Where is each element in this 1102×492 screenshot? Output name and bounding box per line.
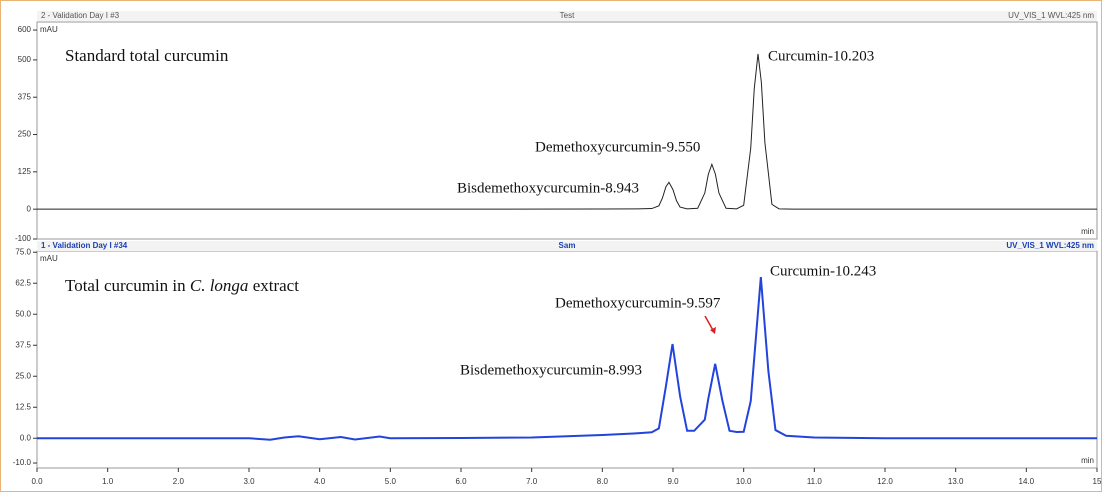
x-tick-label: 4.0 — [314, 477, 326, 486]
x-tick-label: 1.0 — [102, 477, 114, 486]
title-part: extract — [248, 276, 299, 295]
y-tick-label: 75.0 — [15, 247, 31, 256]
plot-area — [36, 250, 1098, 469]
x-tick-label: 12.0 — [877, 477, 893, 486]
header-right: UV_VIS_1 WVL:425 nm — [1006, 241, 1094, 250]
x-tick-label: 2.0 — [173, 477, 185, 486]
header-right: UV_VIS_1 WVL:425 nm — [1008, 11, 1094, 20]
x-unit: min — [1081, 456, 1094, 465]
y-tick-label: 62.5 — [15, 278, 31, 287]
panel-title: Total curcumin in C. longa extract — [65, 276, 299, 295]
x-tick-label: 6.0 — [455, 477, 467, 486]
y-tick-label: 600 — [18, 25, 32, 34]
x-tick-label: 5.0 — [385, 477, 397, 486]
plot-area — [36, 21, 1098, 240]
x-tick-label: 14.0 — [1019, 477, 1035, 486]
x-tick-label: 0.0 — [31, 477, 43, 486]
y-tick-label: -10.0 — [13, 458, 32, 467]
x-tick-label: 3.0 — [243, 477, 255, 486]
y-unit: mAU — [40, 254, 58, 263]
title-part: Total curcumin in — [65, 276, 190, 295]
peak-label: Curcumin-10.203 — [768, 48, 874, 64]
x-tick-label: 9.0 — [667, 477, 679, 486]
title-part: C. longa — [190, 276, 249, 295]
header-band — [37, 11, 1097, 21]
x-tick-label: 8.0 — [597, 477, 609, 486]
panel-title: Standard total curcumin — [65, 46, 229, 65]
header-band — [37, 241, 1097, 251]
peak-label: Bisdemethoxycurcumin-8.943 — [457, 180, 639, 196]
chromatogram-line — [37, 276, 1097, 441]
peak-label: Demethoxycurcumin-9.597 — [555, 295, 721, 311]
y-tick-label: 0.0 — [20, 433, 32, 442]
peak-label: Curcumin-10.243 — [770, 263, 876, 279]
header-center: Sam — [559, 241, 576, 250]
x-tick-label: 13.0 — [948, 477, 964, 486]
header-left: 1 - Validation Day I #34 — [41, 241, 128, 250]
y-tick-label: 25.0 — [15, 371, 31, 380]
y-tick-label: 50.0 — [15, 309, 31, 318]
peak-label: Demethoxycurcumin-9.550 — [535, 139, 700, 155]
y-tick-label: 125 — [18, 167, 32, 176]
y-tick-label: 12.5 — [15, 402, 31, 411]
y-tick-label: 37.5 — [15, 340, 31, 349]
x-tick-label: 7.0 — [526, 477, 538, 486]
header-center: Test — [560, 11, 575, 20]
x-unit: min — [1081, 227, 1094, 236]
y-tick-label: 375 — [18, 92, 32, 101]
header-left: 2 - Validation Day I #3 — [41, 11, 120, 20]
y-tick-label: 500 — [18, 55, 32, 64]
arrow-head — [710, 327, 716, 334]
chromatogram-line — [37, 53, 1097, 210]
y-tick-label: 0 — [27, 204, 32, 213]
peak-label: Bisdemethoxycurcumin-8.993 — [460, 362, 642, 378]
x-tick-label: 10.0 — [736, 477, 752, 486]
x-tick-label: 15 — [1093, 477, 1102, 486]
y-unit: mAU — [40, 25, 58, 34]
x-tick-label: 11.0 — [807, 477, 823, 486]
y-tick-label: 250 — [18, 130, 32, 139]
y-tick-label: -100 — [15, 234, 32, 243]
